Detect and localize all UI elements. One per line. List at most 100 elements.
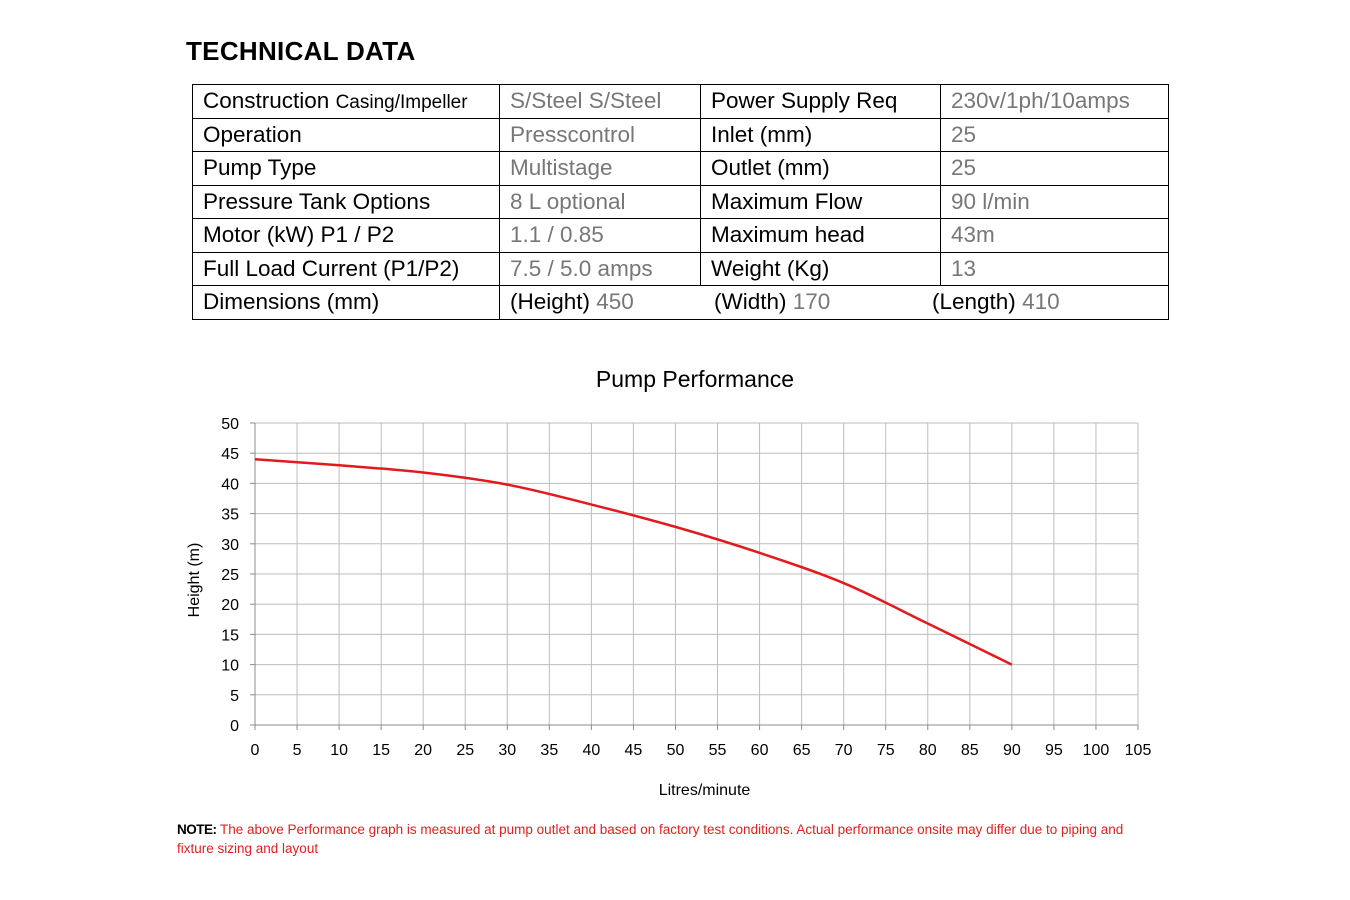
y-tick-label: 0 — [230, 718, 239, 735]
x-tick-label: 55 — [709, 742, 727, 759]
spec-row: Pump Type Multistage Outlet (mm) 25 — [192, 151, 1169, 186]
length-label: (Length) — [932, 289, 1023, 314]
spec-value-2: 90 l/min — [940, 184, 1169, 219]
dimension-length: (Length) 410 — [932, 289, 1060, 315]
pump-performance-chart: 0 5 10 15 20 25 30 35 40 45 50 55 60 65 70 75 80 85 90 95 10… — [186, 416, 1152, 799]
spec-label: Pressure Tank Options — [192, 184, 500, 219]
x-tick-label: 60 — [751, 742, 769, 759]
spec-value-2: 230v/1ph/10amps — [940, 84, 1169, 119]
x-tick-label: 80 — [919, 742, 937, 759]
spec-label-text: Pressure Tank Options — [203, 188, 431, 214]
spec-label: Construction Casing/Impeller — [192, 84, 500, 119]
dimensions-row: Dimensions (mm) (Height) 450 (Width) 170… — [192, 285, 1169, 320]
performance-curve — [254, 457, 1013, 666]
spec-value: Multistage — [499, 151, 701, 186]
x-tick-label: 95 — [1045, 742, 1063, 759]
spec-label: Full Load Current (P1/P2) — [192, 251, 500, 286]
x-tick-label: 105 — [1125, 742, 1152, 759]
spec-label-2: Power Supply Req — [700, 84, 941, 119]
spec-value-text: 1.1 / 0.85 — [510, 222, 604, 248]
spec-label-2: Maximum head — [700, 218, 941, 253]
y-tick-label: 30 — [221, 537, 239, 554]
dimension-width: (Width) 170 — [714, 289, 830, 315]
spec-value-2: 25 — [940, 151, 1169, 186]
width-label: (Width) — [714, 289, 793, 314]
spec-value-2: 43m — [940, 218, 1169, 253]
spec-label-text: Pump Type — [203, 155, 317, 181]
technical-data-body: Construction Casing/Impeller S/Steel S/St… — [192, 84, 1169, 286]
height-value: 450 — [596, 289, 634, 314]
spec-label: Operation — [192, 117, 500, 152]
y-tick-label: 10 — [221, 658, 239, 675]
spec-value-2-text: 25 — [951, 155, 977, 181]
chart-title: Pump Performance — [595, 366, 795, 392]
x-axis-label: Litres/minute — [659, 782, 751, 799]
x-tick-label: 5 — [293, 742, 302, 759]
spec-value-2-text: 43m — [951, 222, 995, 248]
dimensions-values: (Height) 450 (Width) 170 (Length) 410 — [499, 285, 1169, 320]
x-tick-label: 35 — [540, 742, 558, 759]
y-tick-label: 25 — [221, 567, 239, 584]
spec-value-2-text: 13 — [951, 255, 977, 281]
spec-value: 7.5 / 5.0 amps — [499, 251, 701, 286]
spec-label-2-text: Maximum Flow — [711, 188, 863, 214]
x-tick-label: 50 — [667, 742, 685, 759]
x-tick-label: 45 — [625, 742, 643, 759]
x-tick-label: 90 — [1003, 742, 1021, 759]
spec-value-2: 25 — [940, 117, 1169, 152]
spec-label-2-text: Power Supply Req — [711, 88, 898, 114]
y-tick-label: 35 — [221, 507, 239, 524]
spec-label-text: Operation — [203, 121, 302, 147]
spec-value-2-text: 230v/1ph/10amps — [951, 88, 1130, 114]
spec-label-2-text: Weight (Kg) — [711, 255, 830, 281]
performance-note: NOTE: The above Performance graph is mea… — [177, 821, 1157, 858]
spec-label-2-text: Maximum head — [711, 222, 865, 248]
x-tick-label: 40 — [582, 742, 600, 759]
x-tick-label: 65 — [793, 742, 811, 759]
spec-label-detail: Casing/Impeller — [335, 92, 468, 114]
page-heading: TECHNICAL DATA — [186, 36, 416, 66]
spec-value-text: Multistage — [510, 155, 613, 181]
length-value: 410 — [1022, 289, 1060, 314]
spec-row: Construction Casing/Impeller S/Steel S/St… — [192, 84, 1169, 119]
x-tick-label: 75 — [877, 742, 895, 759]
dimensions-label: Dimensions (mm) — [192, 285, 500, 320]
y-tick-label: 40 — [221, 476, 239, 493]
y-tick-label: 45 — [221, 446, 239, 463]
note-prefix: NOTE: — [177, 822, 217, 837]
spec-value-text: 7.5 / 5.0 amps — [510, 255, 653, 281]
spec-value-text: Presscontrol — [510, 121, 636, 147]
y-tick-label: 15 — [221, 627, 239, 644]
x-tick-label: 0 — [251, 742, 260, 759]
spec-value-2-text: 90 l/min — [951, 188, 1030, 214]
y-axis-label: Height (m) — [186, 543, 203, 618]
spec-row: Full Load Current (P1/P2) 7.5 / 5.0 amps W… — [192, 251, 1169, 286]
spec-value-text: S/Steel S/Steel — [510, 88, 662, 114]
x-tick-label: 70 — [835, 742, 853, 759]
x-tick-label: 20 — [414, 742, 432, 759]
spec-label-2: Weight (Kg) — [700, 251, 941, 286]
spec-label-text: Motor (kW) P1 / P2 — [203, 222, 395, 248]
spec-value: Presscontrol — [499, 117, 701, 152]
x-tick-label: 85 — [961, 742, 979, 759]
spec-value-text: 8 L optional — [510, 188, 626, 214]
spec-value: 1.1 / 0.85 — [499, 218, 701, 253]
spec-label: Motor (kW) P1 / P2 — [192, 218, 500, 253]
x-tick-label: 10 — [330, 742, 348, 759]
y-tick-label: 50 — [221, 416, 239, 433]
note-text: The above Performance graph is measured … — [177, 822, 1124, 856]
spec-label-2-text: Outlet (mm) — [711, 155, 830, 181]
x-tick-label: 15 — [372, 742, 390, 759]
dimension-height: (Height) 450 — [510, 289, 634, 315]
y-tick-label: 5 — [230, 688, 239, 705]
height-label: (Height) — [510, 289, 597, 314]
spec-label-2: Outlet (mm) — [700, 151, 941, 186]
x-tick-label: 100 — [1083, 742, 1110, 759]
spec-label-text: Construction — [203, 88, 336, 114]
spec-row: Motor (kW) P1 / P2 1.1 / 0.85 Maximum head… — [192, 218, 1169, 253]
width-value: 170 — [792, 289, 831, 314]
spec-value: 8 L optional — [499, 184, 701, 219]
x-tick-label: 25 — [456, 742, 474, 759]
spec-value-2-text: 25 — [951, 121, 977, 147]
y-tick-label: 20 — [221, 597, 239, 614]
